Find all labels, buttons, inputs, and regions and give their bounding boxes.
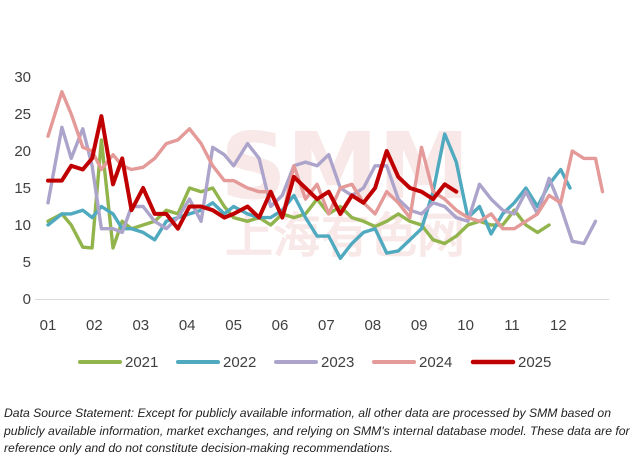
x-tick-label: 04: [179, 317, 196, 334]
legend-label-2023: 2023: [321, 354, 354, 371]
series-line-2022: [46, 132, 572, 260]
x-tick-label: 03: [132, 317, 149, 334]
x-axis: 01 02 03 04 05 06 07 08 09 10 11 12: [40, 317, 567, 334]
y-tick-label: 5: [23, 254, 31, 271]
y-tick-label: 20: [14, 143, 31, 160]
x-tick-label: 11: [504, 317, 520, 334]
x-tick-label: 09: [411, 317, 428, 334]
y-axis: 0 5 10 15 20 25 30: [14, 69, 31, 308]
x-tick-label: 05: [225, 317, 242, 334]
x-tick-label: 12: [550, 317, 567, 334]
series-line-2024: [46, 90, 605, 231]
source-statement: Data Source Statement: Except for public…: [4, 406, 630, 455]
legend-label-2025: 2025: [518, 354, 551, 371]
series-line-2025: [46, 114, 459, 231]
series-lines: [46, 90, 605, 260]
y-tick-label: 15: [14, 180, 31, 197]
y-tick-label: 10: [14, 217, 31, 234]
legend: 2021 2022 2023 2024 2025: [78, 354, 551, 371]
x-tick-label: 07: [318, 317, 335, 334]
x-tick-label: 10: [457, 317, 474, 334]
x-tick-label: 02: [86, 317, 103, 334]
x-tick-label: 01: [40, 317, 57, 334]
legend-label-2021: 2021: [125, 354, 158, 371]
legend-label-2024: 2024: [419, 354, 452, 371]
y-tick-label: 25: [14, 106, 31, 123]
y-tick-label: 30: [14, 69, 31, 86]
x-tick-label: 06: [272, 317, 289, 334]
y-tick-label: 0: [23, 291, 31, 308]
x-tick-label: 08: [364, 317, 381, 334]
legend-label-2022: 2022: [223, 354, 256, 371]
